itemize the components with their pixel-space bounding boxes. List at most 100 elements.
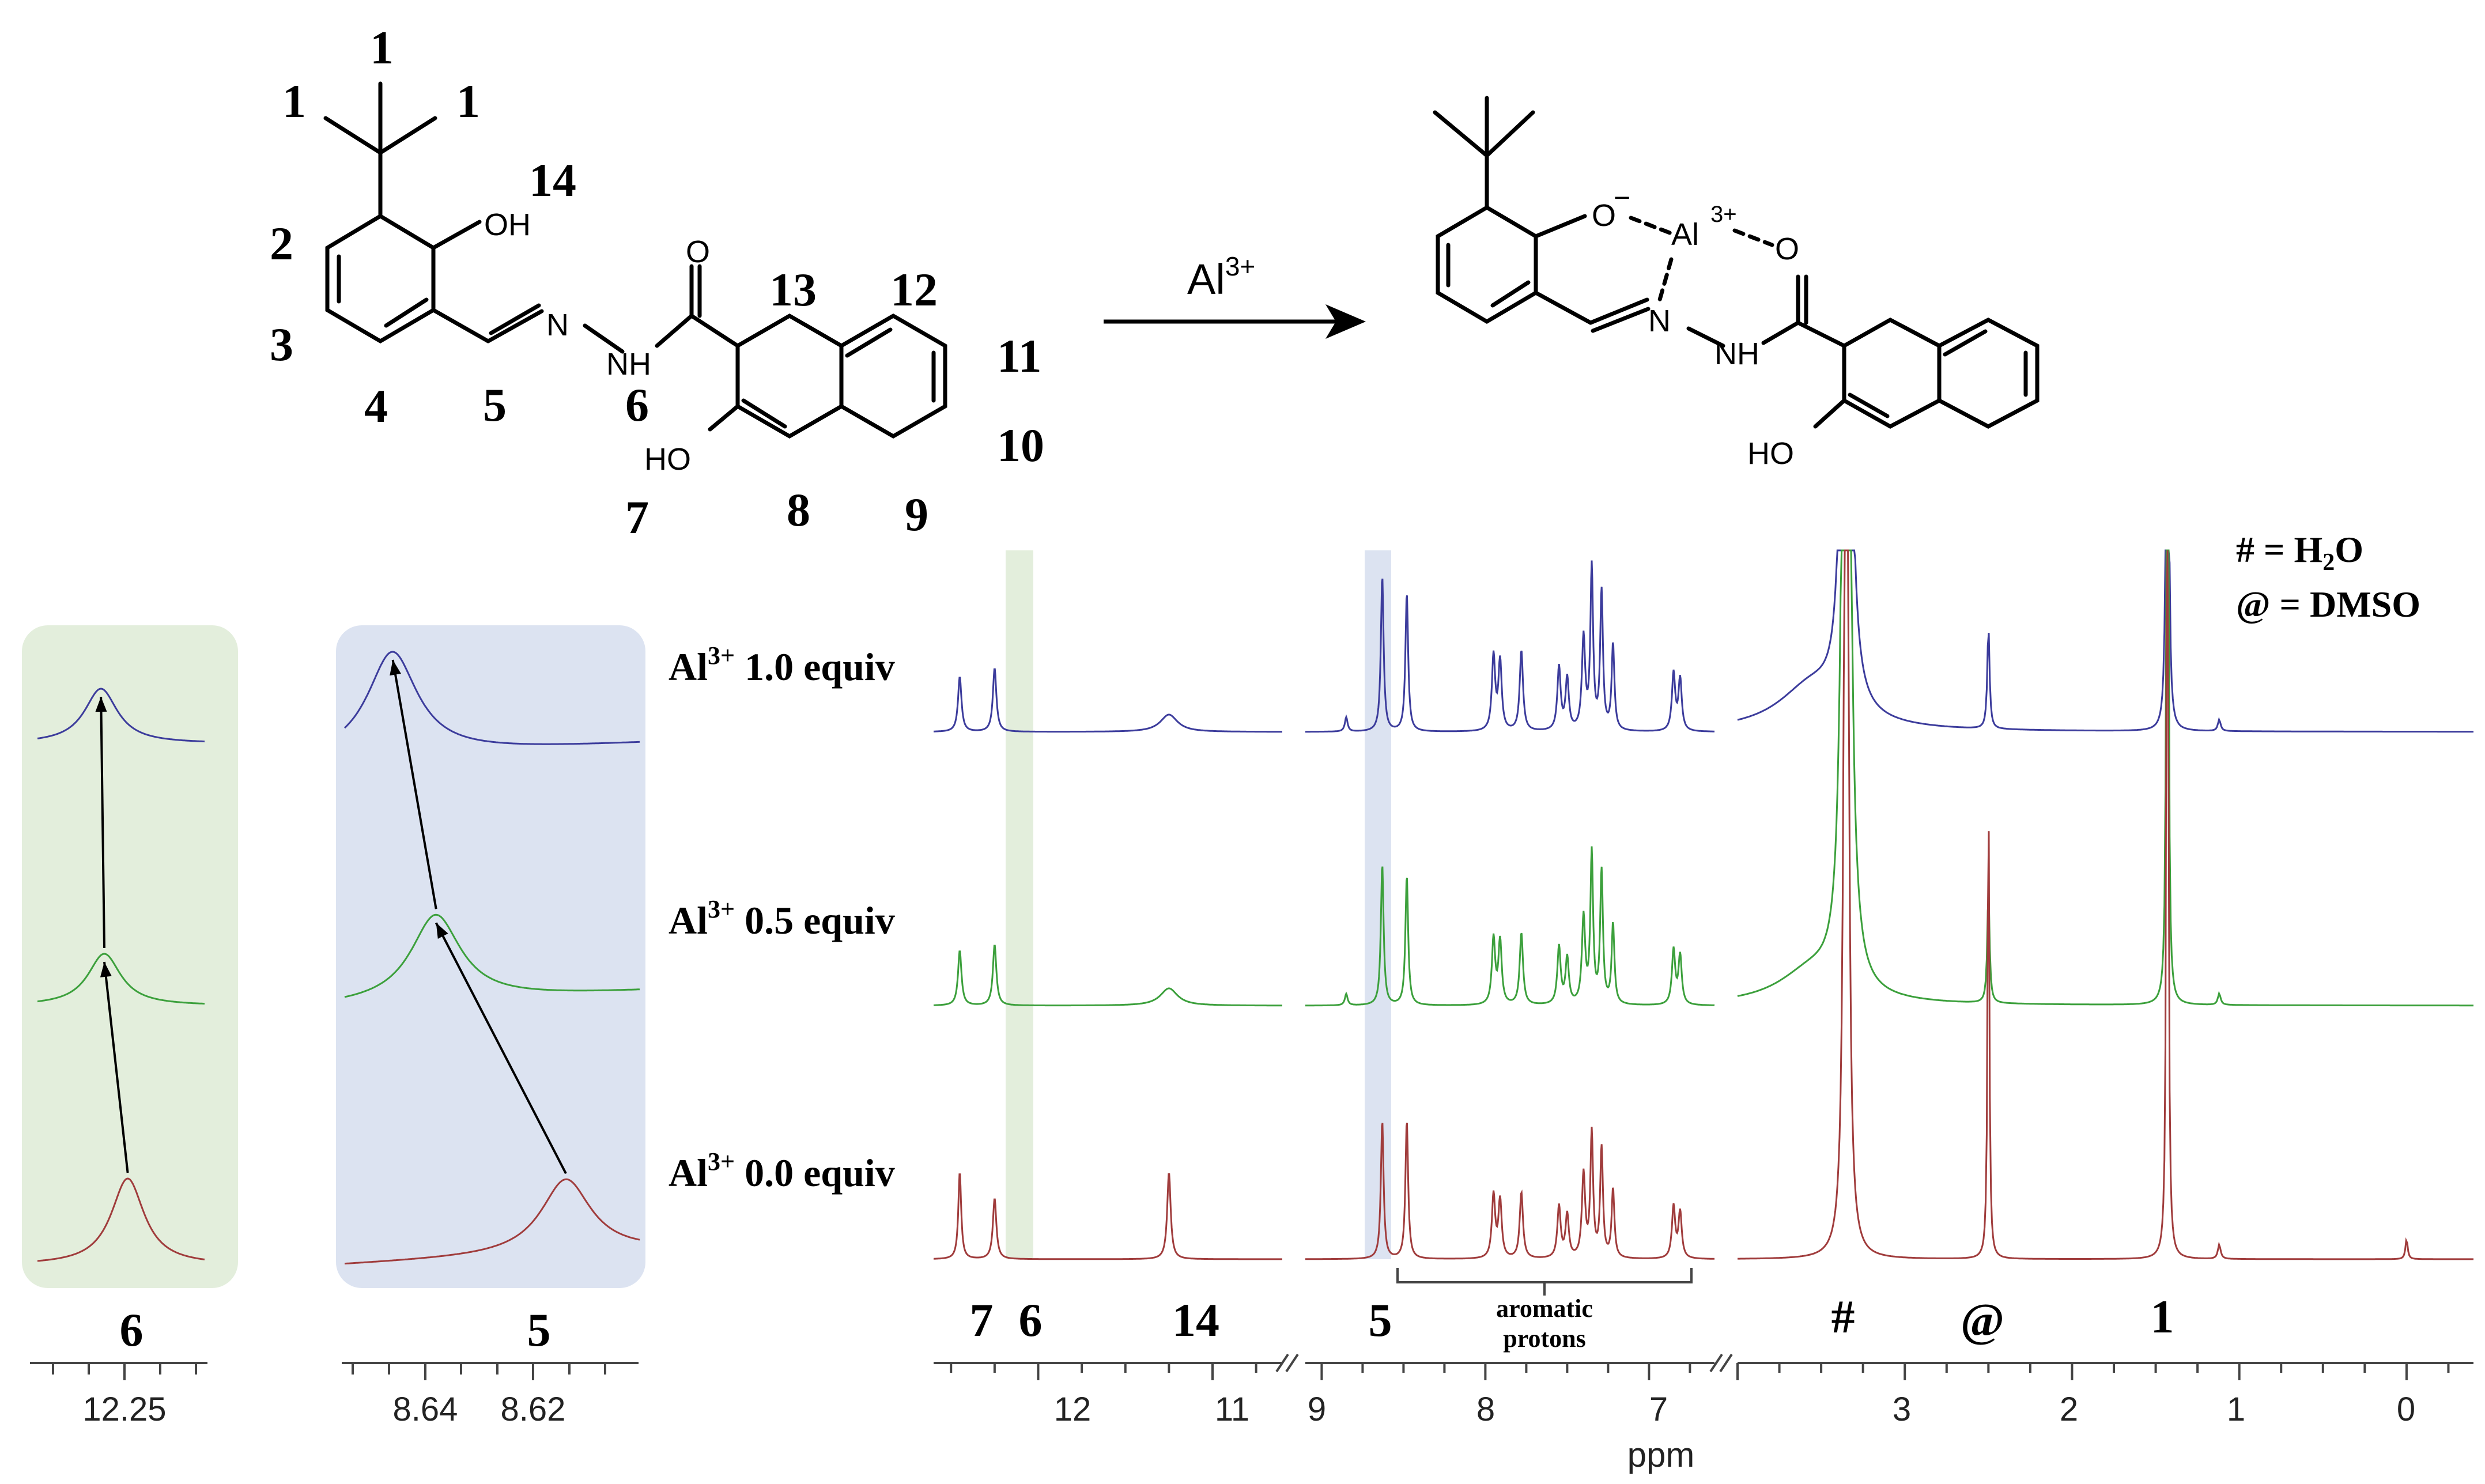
tick-label-12: 12 [1054, 1391, 1092, 1428]
legend-water: # = H2O [2236, 529, 2363, 576]
peak-label-1: 1 [2151, 1290, 2174, 1343]
tick-label-8: 8 [1476, 1391, 1495, 1428]
reagent-charge: 3+ [1225, 251, 1255, 281]
main-tick-labels: 12 11 9 8 7 3 2 1 0 [1054, 1391, 2415, 1428]
spectrum-trace [1305, 1123, 1714, 1260]
complex-amide-nh-label: NH [1714, 337, 1759, 371]
inset-trace [343, 651, 640, 745]
inset-6-axis [30, 1362, 207, 1380]
oh-phenol-label: OH [484, 207, 531, 242]
inset-trace [344, 913, 640, 998]
inset-trace [37, 688, 205, 743]
proton-label: 3 [270, 318, 293, 371]
inset-trace [37, 953, 205, 1005]
inset-5-tick-label: 8.64 [393, 1391, 458, 1428]
inset-traces [37, 651, 640, 1265]
spectrum-trace [1305, 846, 1715, 1007]
complex-carbonyl-o-label: O [1775, 232, 1799, 266]
peak-label-6: 6 [1019, 1294, 1043, 1346]
spectrum-trace [934, 1173, 1282, 1260]
complex-imine-n-label: N [1648, 304, 1671, 338]
metal-al-label: Al [1671, 217, 1699, 252]
spectrum-trace [934, 668, 1282, 733]
proton-label: 7 [625, 491, 649, 543]
aromatic-label-line2: protons [1503, 1324, 1585, 1353]
tick-label-3: 3 [1893, 1391, 1911, 1428]
shift-arrowhead [100, 962, 112, 977]
tick-label-9: 9 [1308, 1391, 1326, 1428]
trace-label-1-0: Al3+ 1.0 equiv [669, 641, 895, 689]
svg-text:Al3+: Al3+ [1187, 251, 1255, 303]
spectrum-trace [1737, 549, 2473, 1007]
peak-label-7: 7 [970, 1294, 994, 1346]
aromatic-label-line1: aromatic [1496, 1294, 1593, 1323]
tick-label-1: 1 [2227, 1391, 2245, 1428]
spectrum-trace [934, 945, 1282, 1007]
phenolate-minus: − [1614, 182, 1630, 214]
proton-label: 1 [456, 75, 480, 127]
naphthol-ho-label: HO [644, 442, 691, 477]
proton-label: 2 [270, 217, 293, 270]
peak-label-14: 14 [1172, 1294, 1219, 1346]
trace-label-0-5: Al3+ 0.5 equiv [669, 895, 895, 942]
phenolate-o-label: O [1592, 198, 1616, 233]
shift-arrow [391, 659, 437, 909]
shift-arrowhead [95, 697, 107, 712]
tick-label-0: 0 [2397, 1391, 2415, 1428]
tick-label-7: 7 [1649, 1391, 1668, 1428]
shift-arrowhead [390, 660, 401, 676]
proton-label: 13 [769, 263, 817, 316]
proton-label: 12 [890, 263, 938, 316]
spectrum-trace [1305, 560, 1714, 733]
proton-label: 6 [625, 379, 649, 431]
shift-arrowhead [436, 923, 448, 939]
tick-label-11: 11 [1215, 1391, 1249, 1428]
inset-6-peak-label: 6 [120, 1304, 143, 1356]
peak-label-water: # [1831, 1290, 1855, 1343]
proton-label: 4 [364, 380, 388, 432]
shift-arrow [103, 961, 129, 1173]
peak6-highlight [1006, 550, 1033, 1259]
spectrum-trace [1737, 549, 2473, 733]
aromatic-bracket [1396, 1268, 1693, 1296]
proton-label: 1 [370, 21, 394, 74]
ligand-structure [323, 81, 947, 439]
inset-5-axis [342, 1362, 639, 1380]
ligand-proton-labels: 1 1 1 2 3 4 5 6 7 8 9 10 11 12 13 14 [270, 21, 1044, 543]
trace-label-0-0: Al3+ 0.0 equiv [669, 1147, 895, 1195]
proton-label: 14 [529, 154, 576, 206]
proton-label: 11 [997, 330, 1041, 382]
inset-6-panel [22, 625, 238, 1288]
trace-labels: Al3+ 1.0 equiv Al3+ 0.5 equiv Al3+ 0.0 e… [669, 641, 895, 1195]
main-peak-labels: 7 6 14 5 # @ 1 [970, 1290, 2174, 1346]
imine-n-label: N [546, 308, 569, 342]
inset-5-panel [336, 625, 645, 1288]
amide-nh-label: NH [606, 347, 651, 382]
tick-label-2: 2 [2060, 1391, 2078, 1428]
shift-arrow [100, 696, 105, 949]
peak-label-5: 5 [1369, 1294, 1392, 1346]
proton-label: 8 [787, 484, 810, 536]
inset-5-tick-label: 8.62 [501, 1391, 566, 1428]
ligand-atom-labels: OH N NH O HO [484, 207, 710, 477]
proton-label: 9 [905, 488, 928, 541]
inset-6-tick-label: 12.25 [82, 1391, 166, 1428]
main-ticks [950, 1363, 2450, 1380]
main-axis [934, 1353, 2473, 1373]
solvent-legend: # = H2O @ = DMSO [2236, 529, 2420, 625]
legend-dmso: @ = DMSO [2236, 584, 2420, 625]
complex-structure [1433, 96, 2040, 429]
reaction-arrow: Al3+ [1104, 251, 1366, 339]
complex-atom-labels: O − Al 3+ O N NH HO [1592, 182, 1799, 471]
complex-naphthol-ho-label: HO [1747, 436, 1794, 471]
carbonyl-o-label: O [686, 235, 710, 269]
peak5-highlight [1365, 550, 1391, 1259]
shift-arrow [435, 922, 567, 1175]
metal-charge-label: 3+ [1710, 202, 1737, 227]
proton-label: 10 [997, 419, 1044, 471]
inset-5-peak-label: 5 [527, 1304, 551, 1356]
x-axis-title: ppm [1627, 1436, 1695, 1474]
main-traces [934, 549, 2473, 1260]
inset-trace [344, 1178, 640, 1265]
